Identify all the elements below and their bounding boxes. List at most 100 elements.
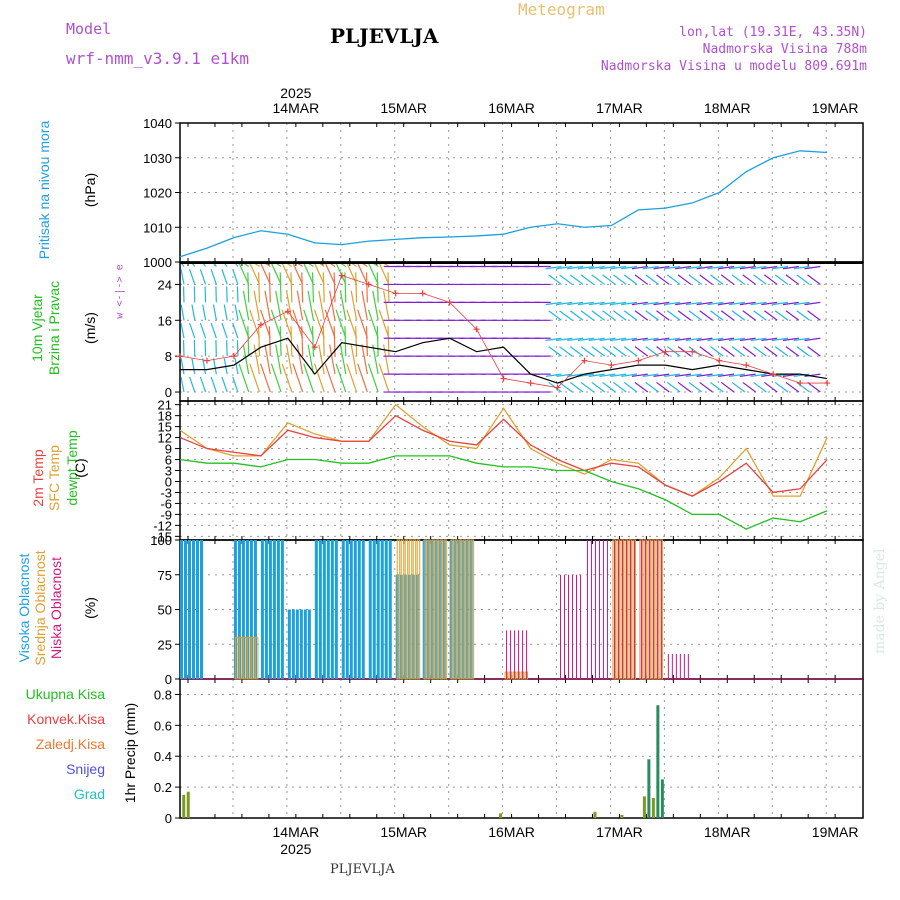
wind-arrow xyxy=(623,274,638,285)
y-tick-label: 0 xyxy=(165,474,172,489)
wind-arrow xyxy=(556,301,573,306)
wind-arrow xyxy=(774,381,789,393)
wind-arrow xyxy=(742,381,757,393)
wind-arrow xyxy=(357,262,368,285)
cloud-bar-high xyxy=(341,540,345,679)
wind-arrow xyxy=(807,381,821,393)
pressure-line xyxy=(179,150,828,258)
wind-arrow xyxy=(610,265,627,270)
cloud-bar-high xyxy=(368,540,372,679)
wind-arrow xyxy=(355,326,358,357)
wind-arrow xyxy=(623,346,638,357)
cloud-bar-mid xyxy=(470,539,475,680)
wind-arrow xyxy=(232,322,239,339)
wind-arrow xyxy=(290,326,293,357)
wind-gust-marker xyxy=(743,362,750,369)
wind-arrow xyxy=(675,373,692,377)
wind-arrow xyxy=(761,337,778,342)
cloud-bar-high xyxy=(272,540,276,679)
wind-arrow xyxy=(268,326,271,357)
wind-arrow xyxy=(807,346,821,357)
wind-arrow xyxy=(623,310,638,321)
wind-arrow xyxy=(559,310,573,321)
wind-arrow xyxy=(602,381,616,393)
y-tick-label: 0 xyxy=(165,672,172,687)
wind-arrow xyxy=(199,376,207,393)
x-date-label-bottom: 16MAR xyxy=(488,824,535,840)
wind-arrow xyxy=(804,301,821,306)
wind-arrow xyxy=(739,265,756,270)
wind-arrow xyxy=(728,373,745,377)
cloud-bar-high xyxy=(260,540,264,679)
y-tick-label: 100 xyxy=(150,533,172,548)
wind-arrow xyxy=(774,346,789,357)
precip-bar xyxy=(642,796,646,818)
wind-arrow xyxy=(588,301,605,306)
wind-arrow xyxy=(567,301,584,306)
wind-arrow xyxy=(796,381,810,393)
wind-gust-marker xyxy=(203,357,210,364)
wind-arrow xyxy=(796,346,810,357)
wind-arrow xyxy=(728,337,745,342)
wind-arrow xyxy=(720,346,735,357)
wind-arrow xyxy=(642,301,659,306)
wind-arrow xyxy=(623,381,638,393)
wind-arrow xyxy=(772,265,789,270)
panel-frame xyxy=(179,400,864,541)
wind-arrow xyxy=(613,310,627,321)
wind-arrow xyxy=(367,363,379,393)
x-year-top: 2025 xyxy=(280,85,311,101)
dewpt-line xyxy=(179,455,828,530)
cloud-bar-high xyxy=(372,540,376,679)
wind-arrow xyxy=(180,322,185,339)
cloud-bar-high xyxy=(245,540,249,679)
wind-arrow xyxy=(344,326,347,357)
wind-arrow xyxy=(346,309,358,339)
wind-arrow xyxy=(710,346,724,357)
wind-arrow xyxy=(739,373,756,377)
cloud-bar-high xyxy=(326,540,330,679)
wind-gust-marker xyxy=(419,290,426,297)
wind-arrow xyxy=(664,301,681,306)
wind-arrow xyxy=(699,346,713,357)
wind-arrow xyxy=(599,373,616,377)
wind-arrow xyxy=(268,272,271,303)
cloud-bar-high xyxy=(233,540,237,679)
wind-arrow xyxy=(742,346,757,357)
wind-gust-marker xyxy=(689,348,696,355)
wind-arrow xyxy=(699,310,713,321)
wind-arrow xyxy=(322,272,325,303)
wind-arrow xyxy=(796,310,810,321)
wind-arrow xyxy=(372,344,379,375)
wind-arrow xyxy=(764,381,778,393)
wind-arrow xyxy=(367,309,379,339)
wind-arrow xyxy=(750,337,767,342)
wind-arrow xyxy=(567,337,584,342)
wind-arrow xyxy=(210,322,217,339)
cloud-bar-mid xyxy=(242,636,247,680)
wind-arrow xyxy=(675,337,692,342)
model-altitude-label: Nadmorska Visina u modelu 809.691m xyxy=(600,59,867,74)
wind-arrow xyxy=(750,301,767,306)
wind-arrow xyxy=(774,310,789,321)
wind-arrow xyxy=(720,274,735,285)
wind-arrow xyxy=(199,322,207,339)
wind-arrow xyxy=(253,344,261,375)
wind-arrow xyxy=(313,262,325,285)
wind-arrow xyxy=(588,337,605,342)
panel-frame xyxy=(179,122,864,263)
wind-arrow xyxy=(610,301,627,306)
precip-bar xyxy=(660,779,664,818)
wind-arrow xyxy=(621,301,638,306)
y-tick-label: 21 xyxy=(158,398,172,413)
wind-arrow xyxy=(569,381,584,393)
cloud-bar-high xyxy=(353,540,357,679)
cloud-bar-mid xyxy=(250,636,255,680)
wind-arrow xyxy=(238,309,250,339)
wind-arrow xyxy=(656,381,670,393)
wind-gust-marker xyxy=(554,384,561,391)
wind-arrow xyxy=(232,269,239,285)
wind-gust-marker xyxy=(662,348,669,355)
wind-arrow xyxy=(699,381,713,393)
wind-arrow xyxy=(688,274,703,285)
